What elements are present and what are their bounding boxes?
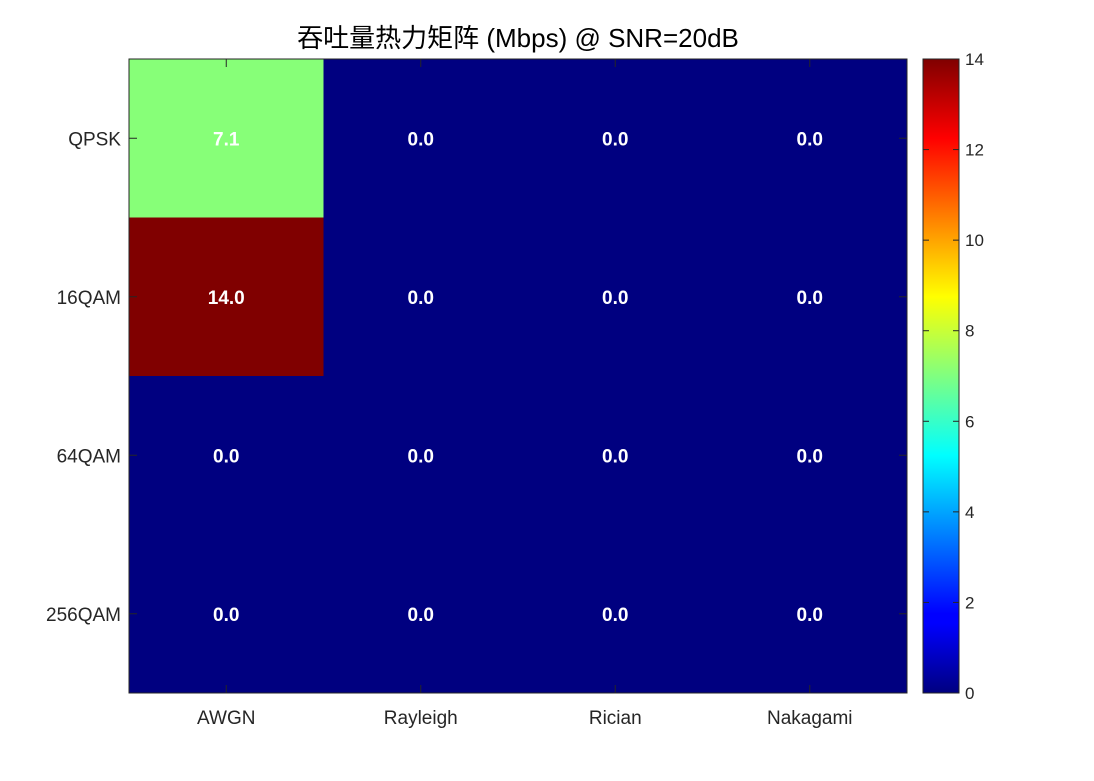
y-tick-label: QPSK [68, 129, 121, 150]
heatmap-cell-256QAM-Nakagami [712, 534, 908, 694]
x-tick-label: AWGN [197, 708, 255, 729]
heatmap-cell-16QAM-AWGN [129, 217, 324, 377]
heatmap-cell-64QAM-AWGN [129, 376, 324, 535]
cell-value-label: 7.1 [213, 129, 240, 150]
y-tick-label: 64QAM [57, 446, 121, 467]
cell-value-label: 0.0 [602, 129, 628, 150]
cell-value-label: 0.0 [408, 605, 434, 626]
y-axis-ticks: QPSK 16QAM 64QAM 256QAM [46, 129, 907, 626]
heatmap-cell-256QAM-Rayleigh [323, 534, 519, 694]
cell-value-label: 0.0 [213, 446, 239, 467]
cell-value-label: 0.0 [602, 446, 628, 467]
heatmap-cell-QPSK-Nakagami [712, 59, 908, 218]
cell-value-label: 0.0 [797, 446, 823, 467]
cell-value-label: 0.0 [408, 129, 434, 150]
y-tick-label: 256QAM [46, 605, 121, 626]
colorbar-tick-label: 2 [965, 593, 974, 612]
colorbar-tick-label: 12 [965, 141, 984, 160]
heatmap-cells [129, 59, 908, 694]
colorbar-border [922, 58, 960, 694]
y-tick-label: 16QAM [57, 288, 121, 309]
x-tick-label: Rayleigh [384, 708, 458, 729]
heatmap-value-labels: 7.1 0.0 0.0 0.0 14.0 0.0 0.0 0.0 0.0 0.0 0.0 0.0 0.0… [208, 129, 823, 626]
cell-value-label: 0.0 [408, 288, 434, 309]
plot-area-border [128, 58, 908, 694]
cell-value-label: 0.0 [602, 605, 628, 626]
cell-value-label: 0.0 [602, 288, 628, 309]
heatmap-cell-QPSK-Rayleigh [323, 59, 519, 218]
heatmap-cell-QPSK-AWGN [129, 59, 324, 218]
colorbar-tick-label: 6 [965, 412, 974, 431]
colorbar-tick-label: 14 [965, 50, 984, 69]
x-tick-label: Rician [589, 708, 642, 729]
cell-value-label: 0.0 [213, 605, 239, 626]
heatmap-cell-16QAM-Nakagami [712, 217, 908, 377]
heatmap-cell-256QAM-Rician [518, 534, 713, 694]
cell-value-label: 0.0 [797, 288, 823, 309]
heatmap-cell-16QAM-Rician [518, 217, 713, 377]
heatmap-cell-64QAM-Rayleigh [323, 376, 519, 535]
x-axis-ticks: AWGN Rayleigh Rician Nakagami [197, 59, 853, 729]
colorbar: 0 2 4 6 8 10 12 14 [922, 50, 984, 703]
colorbar-tick-label: 4 [965, 503, 974, 522]
cell-value-label: 0.0 [797, 605, 823, 626]
colorbar-tick-label: 10 [965, 231, 984, 250]
colorbar-gradient [923, 59, 959, 693]
cell-value-label: 0.0 [797, 129, 823, 150]
colorbar-tick-label: 0 [965, 684, 974, 703]
heatmap-cell-64QAM-Rician [518, 376, 713, 535]
heatmap-cell-16QAM-Rayleigh [323, 217, 519, 377]
cell-value-label: 0.0 [408, 446, 434, 467]
heatmap-cell-64QAM-Nakagami [712, 376, 908, 535]
colorbar-tick-label: 8 [965, 322, 974, 341]
cell-value-label: 14.0 [208, 288, 245, 309]
heatmap-cell-QPSK-Rician [518, 59, 713, 218]
heatmap-cell-256QAM-AWGN [129, 534, 324, 694]
x-tick-label: Nakagami [767, 708, 853, 729]
chart-title: 吞吐量热力矩阵 (Mbps) @ SNR=20dB [297, 23, 739, 53]
colorbar-ticks: 0 2 4 6 8 10 12 14 [923, 50, 984, 703]
